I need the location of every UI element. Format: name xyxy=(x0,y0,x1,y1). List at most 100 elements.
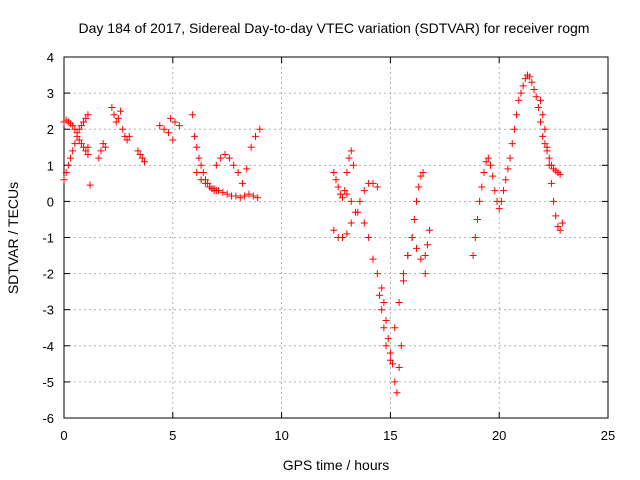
data-point xyxy=(497,197,505,205)
data-point xyxy=(160,125,168,133)
data-point xyxy=(234,169,242,177)
data-point xyxy=(134,147,142,155)
data-point xyxy=(384,335,392,343)
y-tick-label: -5 xyxy=(42,375,54,390)
x-tick-label: 5 xyxy=(169,428,176,443)
data-point xyxy=(347,197,355,205)
data-point xyxy=(77,140,85,148)
data-point xyxy=(543,143,551,151)
data-point xyxy=(225,154,233,162)
data-point xyxy=(67,154,75,162)
data-point xyxy=(251,132,259,140)
data-point xyxy=(241,192,249,200)
data-point xyxy=(138,154,146,162)
data-point xyxy=(201,179,209,187)
data-point xyxy=(199,169,207,177)
data-point xyxy=(404,252,412,260)
data-point xyxy=(539,111,547,119)
data-point xyxy=(382,342,390,350)
data-point xyxy=(506,154,514,162)
data-point xyxy=(330,169,338,177)
data-point xyxy=(356,197,364,205)
data-point xyxy=(86,181,94,189)
data-point xyxy=(156,122,164,130)
data-point xyxy=(556,226,564,234)
data-point xyxy=(332,176,340,184)
data-point xyxy=(339,194,347,202)
x-tick-label: 15 xyxy=(383,428,397,443)
data-point xyxy=(80,118,88,126)
data-point xyxy=(254,194,262,202)
data-point xyxy=(339,234,347,241)
data-point xyxy=(117,107,125,115)
data-point xyxy=(84,143,92,151)
data-point xyxy=(347,147,355,155)
data-point xyxy=(101,143,109,151)
data-point xyxy=(99,140,107,148)
y-tick-label: 4 xyxy=(47,50,54,65)
data-point xyxy=(476,197,484,205)
data-point xyxy=(545,161,553,169)
data-point xyxy=(391,378,399,386)
data-point xyxy=(376,291,384,299)
y-tick-label: -2 xyxy=(42,267,54,282)
data-point xyxy=(417,172,425,180)
data-point xyxy=(206,183,214,191)
data-point xyxy=(175,122,183,130)
data-point xyxy=(232,192,240,200)
data-point xyxy=(71,140,79,148)
data-point xyxy=(478,183,486,191)
data-point xyxy=(399,277,407,285)
data-point xyxy=(386,356,394,364)
data-point xyxy=(510,125,518,133)
data-point xyxy=(75,136,83,144)
data-point xyxy=(395,298,403,306)
y-tick-label: 2 xyxy=(47,122,54,137)
data-point xyxy=(495,205,503,213)
data-point xyxy=(415,183,423,191)
data-point xyxy=(530,85,538,93)
x-tick-label: 10 xyxy=(274,428,288,443)
data-point xyxy=(82,147,90,155)
data-point xyxy=(141,158,149,166)
data-point xyxy=(345,154,353,162)
data-point xyxy=(519,82,527,90)
data-point xyxy=(167,114,175,122)
data-point xyxy=(380,324,388,332)
data-point xyxy=(210,185,218,193)
data-point xyxy=(336,190,344,198)
y-tick-label: -3 xyxy=(42,303,54,318)
data-point xyxy=(354,208,362,216)
data-point xyxy=(491,187,499,195)
data-point xyxy=(482,158,490,166)
data-point xyxy=(473,215,481,223)
data-point xyxy=(188,111,196,119)
data-point xyxy=(382,317,390,325)
data-point xyxy=(423,241,431,249)
axis-ticks: 0 5 10 15 20 25 -6 -5 -4 -3 -2 -1 0 1 2 3 4 xyxy=(42,50,615,443)
data-point xyxy=(508,140,516,148)
y-tick-label: -4 xyxy=(42,339,54,354)
data-point xyxy=(195,154,203,162)
y-axis-label: SDTVAR / TECUs xyxy=(5,182,21,294)
data-point xyxy=(69,122,77,130)
data-point xyxy=(95,154,103,162)
data-point xyxy=(219,188,227,196)
data-point xyxy=(393,389,401,397)
data-point xyxy=(534,104,542,112)
data-point xyxy=(123,136,131,144)
data-point xyxy=(369,179,377,187)
data-point xyxy=(243,165,251,173)
data-point xyxy=(399,270,407,278)
x-axis-label: GPS time / hours xyxy=(283,457,390,473)
data-point xyxy=(547,179,555,187)
data-point xyxy=(334,183,342,191)
data-point xyxy=(360,187,368,195)
data-point xyxy=(528,78,536,86)
data-point xyxy=(249,192,257,200)
data-point xyxy=(554,223,562,231)
data-point xyxy=(369,255,377,263)
data-point xyxy=(413,244,421,252)
data-point xyxy=(82,114,90,122)
